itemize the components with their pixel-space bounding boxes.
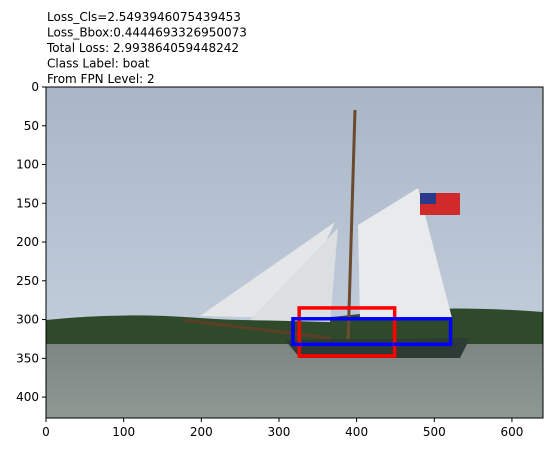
x-tick-label: 0 — [42, 425, 50, 439]
y-tick-label: 300 — [16, 313, 39, 327]
y-tick-label: 150 — [16, 196, 39, 210]
x-tick-label: 500 — [423, 425, 446, 439]
x-tick-label: 200 — [190, 425, 213, 439]
x-tick-label: 100 — [112, 425, 135, 439]
y-tick-label: 50 — [24, 119, 39, 133]
photo — [46, 87, 543, 418]
x-tick-label: 300 — [268, 425, 291, 439]
title-line: From FPN Level: 2 — [47, 72, 155, 86]
y-tick-label: 400 — [16, 390, 39, 404]
y-tick-label: 100 — [16, 158, 39, 172]
title-line: Loss_Bbox:0.4444693326950073 — [47, 26, 247, 40]
x-tick-label: 600 — [500, 425, 523, 439]
title-line: Class Label: boat — [47, 57, 150, 71]
bounding-box — [291, 317, 453, 347]
y-tick-label: 0 — [31, 80, 39, 94]
title-line: Total Loss: 2.993864059448242 — [46, 41, 239, 55]
x-tick-label: 400 — [345, 425, 368, 439]
axes-frame — [45, 86, 544, 419]
title-line: Loss_Cls=2.5493946075439453 — [47, 10, 241, 24]
bounding-box — [297, 306, 397, 358]
y-tick-label: 200 — [16, 235, 39, 249]
y-tick-label: 250 — [16, 274, 39, 288]
y-tick-label: 350 — [16, 351, 39, 365]
